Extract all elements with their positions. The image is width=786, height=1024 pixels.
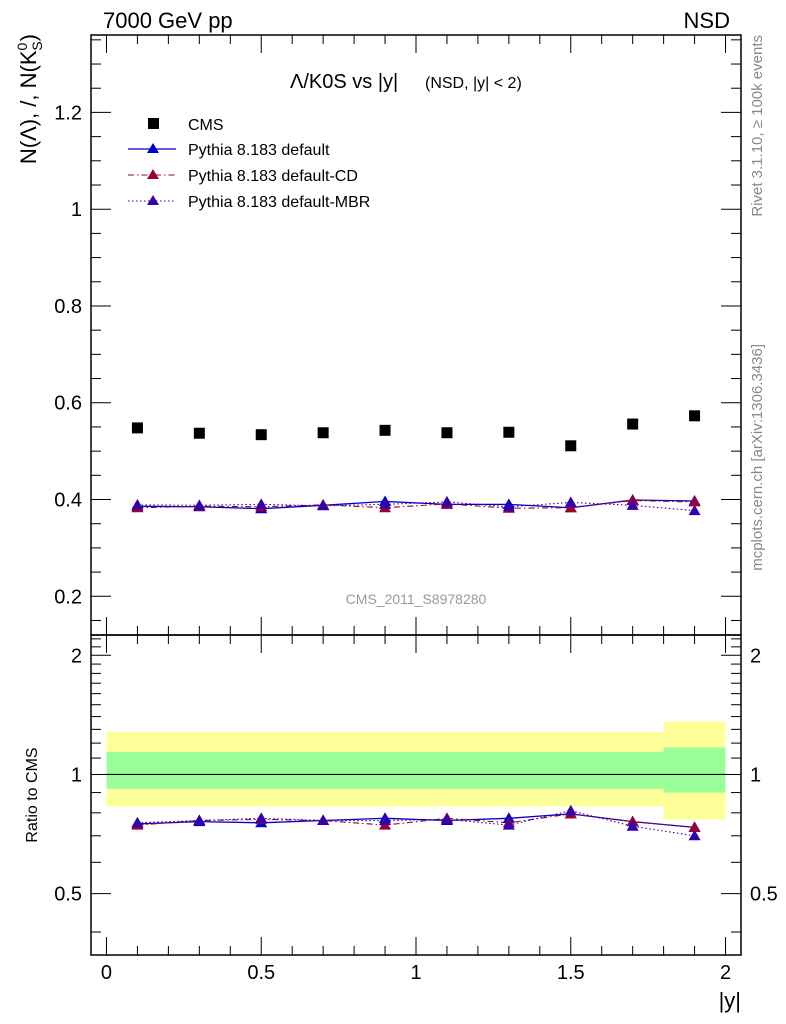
main-plot-title-suffix: (NSD, |y| < 2) xyxy=(425,75,522,92)
main-y-axis-label-sub: S xyxy=(29,41,45,50)
main-y-tick-label: 1.2 xyxy=(54,102,82,124)
cms-data-point xyxy=(503,426,515,438)
legend-default-cd-marker xyxy=(147,169,159,179)
main-marker-dotted xyxy=(317,499,330,511)
main-series-line-solid xyxy=(137,499,695,510)
ratio-data-points xyxy=(131,804,701,841)
main-y-tick-label: 0.4 xyxy=(54,490,82,512)
analysis-watermark: CMS_2011_S8978280 xyxy=(346,591,487,607)
cms-data-point xyxy=(441,427,453,439)
ratio-y-axis-label: Ratio to CMS xyxy=(24,747,41,842)
ratio-marker-dashdot xyxy=(688,821,701,832)
ratio-marker-dotted xyxy=(255,812,268,823)
legend-cms-marker xyxy=(148,118,159,129)
ratio-y-tick-label-right: 0.5 xyxy=(750,884,778,906)
main-y-tick-label: 0.8 xyxy=(54,296,82,318)
main-marker-dotted xyxy=(502,500,515,512)
legend-default-mbr-label: Pythia 8.183 default-MBR xyxy=(188,194,370,211)
main-y-axis-label-text: N(Λ), /, N(K xyxy=(16,50,41,164)
ratio-marker-dotted xyxy=(564,804,577,816)
main-marker-dashdot xyxy=(564,501,577,513)
main-y-tick-label: 1 xyxy=(71,199,82,221)
legend-item-default-mbr: Pythia 8.183 default-MBR xyxy=(128,194,370,211)
x-tick-label: 1 xyxy=(410,962,421,984)
main-y-ticks: 0.2 0.4 0.6 0.8 1 1.2 xyxy=(54,39,741,621)
ratio-band-inner xyxy=(663,747,726,793)
ratio-series-line-solid xyxy=(137,813,695,829)
main-plot: 0.2 0.4 0.6 0.8 1 1.2 Λ/K0S vs |y| (NSD, |y| … xyxy=(14,34,742,636)
ratio-y-tick-label-right: 2 xyxy=(750,645,761,667)
legend-default-label: Pythia 8.183 default xyxy=(188,142,330,159)
main-marker-dotted xyxy=(379,498,392,509)
main-marker-dotted xyxy=(564,496,577,507)
ratio-marker-dotted xyxy=(193,814,206,826)
main-series-line-dotted xyxy=(137,501,695,512)
ratio-y-tick-label: 2 xyxy=(71,645,82,667)
main-plot-title: Λ/K0S vs |y| xyxy=(290,71,398,93)
ratio-x-ticks: 0 0.5 1 1.5 2 xyxy=(101,635,731,984)
ratio-y-tick-label-right: 1 xyxy=(750,764,761,786)
cms-data-point xyxy=(131,422,143,434)
main-marker-dotted xyxy=(131,498,144,510)
legend-default-cd-label: Pythia 8.183 default-CD xyxy=(188,168,358,185)
ratio-y-tick-label: 0.5 xyxy=(54,884,82,906)
x-tick-label: 0.5 xyxy=(247,962,275,984)
cms-data-point xyxy=(193,427,205,439)
x-tick-label: 2 xyxy=(720,962,731,984)
legend-item-default-cd: Pythia 8.183 default-CD xyxy=(128,168,358,185)
ratio-band-inner xyxy=(106,751,664,789)
main-y-axis-label-sup: 0 xyxy=(14,42,30,50)
cms-data-point xyxy=(317,427,329,439)
ratio-marker-dotted xyxy=(131,816,144,828)
main-y-axis-label: N(Λ), /, N(K0S) xyxy=(14,34,45,164)
main-series-lines xyxy=(137,499,695,512)
process-label: NSD xyxy=(683,8,730,33)
main-marker-dotted xyxy=(193,499,206,510)
main-marker-dotted xyxy=(626,499,639,510)
cms-data-point xyxy=(565,440,577,452)
ratio-marker-dotted xyxy=(440,813,453,824)
main-data-points xyxy=(131,410,701,516)
rivet-version-note: Rivet 3.1.10, ≥ 100k events xyxy=(749,35,766,217)
cms-data-point xyxy=(379,424,391,436)
main-y-axis-label-close: ) xyxy=(16,34,41,41)
legend-cms-label: CMS xyxy=(188,117,224,134)
legend-item-default: Pythia 8.183 default xyxy=(128,142,330,159)
main-marker-dotted xyxy=(440,495,453,507)
cms-data-point xyxy=(255,429,267,441)
cms-data-point xyxy=(689,410,701,422)
legend-default-mbr-marker xyxy=(147,195,159,205)
mcplots-citation: mcplots.cern.ch [arXiv:1306.3436] xyxy=(749,344,766,571)
main-x-ticks xyxy=(105,35,727,635)
ratio-series-lines xyxy=(137,810,695,837)
ratio-marker-dotted xyxy=(502,819,515,830)
cms-data-point xyxy=(627,418,639,430)
legend: CMS Pythia 8.183 default Pythia 8.183 de… xyxy=(128,117,370,211)
ratio-marker-dotted xyxy=(688,829,701,841)
main-y-tick-label: 0.6 xyxy=(54,393,82,415)
ratio-series-line-dashdot xyxy=(137,813,695,828)
main-marker-dashdot xyxy=(688,495,701,507)
ratio-y-tick-label: 1 xyxy=(71,764,82,786)
x-axis-label: |y| xyxy=(719,988,741,1013)
main-marker-dotted xyxy=(255,498,268,509)
x-tick-label: 0 xyxy=(101,962,112,984)
ratio-series-line-dotted xyxy=(137,810,695,837)
energy-label: 7000 GeV pp xyxy=(103,8,233,33)
ratio-plot: 0.5 0.5 1 1 2 2 0 0.5 1 1.5 2 Ratio to CMS |y| xyxy=(24,634,778,1013)
x-tick-label: 1.5 xyxy=(557,962,585,984)
ratio-uncertainty-bands xyxy=(106,721,726,820)
ratio-marker-dotted xyxy=(379,814,392,826)
ratio-marker-dotted xyxy=(626,820,639,831)
ratio-marker-dotted xyxy=(317,814,330,826)
main-marker-dotted xyxy=(688,504,701,516)
legend-default-marker xyxy=(147,143,159,153)
legend-item-cms: CMS xyxy=(148,117,224,134)
ratio-y-ticks: 0.5 0.5 1 1 2 2 xyxy=(54,638,778,933)
main-y-tick-label: 0.2 xyxy=(54,586,82,608)
